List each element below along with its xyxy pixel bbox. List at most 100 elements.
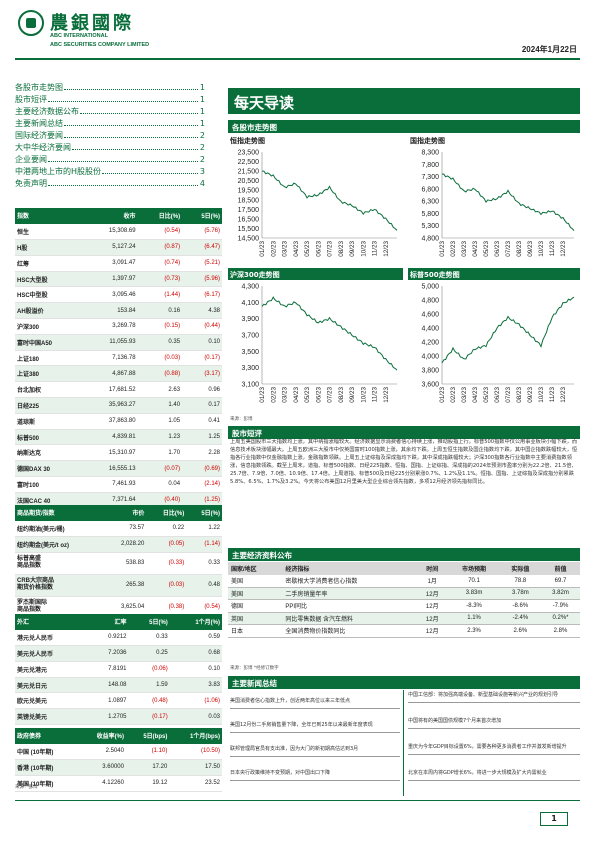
x-tick-label: 02/23	[450, 387, 457, 403]
x-tick-label: 10/23	[538, 387, 545, 403]
row-value: 0.68	[169, 645, 222, 662]
row-value: 4,839.81	[83, 429, 138, 446]
row-value: 3,269.78	[83, 318, 138, 335]
row-label: 富时100	[15, 476, 84, 493]
row-value: 7,461.93	[83, 476, 138, 493]
row-value: (5.21)	[182, 255, 222, 272]
x-tick-label: 09/23	[349, 241, 356, 257]
row-value: (0.17)	[128, 708, 170, 726]
toc-item[interactable]: 主要新闻总结 1	[15, 118, 205, 130]
toc-item[interactable]: 企业要闻 2	[15, 154, 205, 166]
chart-csi300: 沪深300走势图 3,100 3,300 3,500 3,700 3,900 4,100 4…	[228, 268, 403, 413]
toc-item-page: 1	[199, 83, 205, 92]
x-tick-label: 07/23	[505, 387, 512, 403]
news-item: 中国工信部：将加强高端设备、新型基础设施等新兴产业的规划引导	[408, 692, 580, 703]
eco-cell: PPI同比	[282, 599, 417, 613]
row-value: 11,055.93	[83, 334, 138, 351]
row-label: 纽约期油(美元/桶)	[15, 520, 104, 538]
eco-cell: 二手房销量年率	[282, 587, 417, 600]
row-value: 4,867.88	[83, 365, 138, 383]
x-tick-label: 09/23	[527, 387, 534, 403]
row-label: 日经225	[15, 397, 84, 414]
table-row: 沪深300 3,269.78 (0.15) (0.44)	[15, 318, 222, 335]
toc-item[interactable]: 国际经济要闻 2	[15, 130, 205, 142]
commodities-table: 商品期货/指数 市价 日比(%) 5日(%) 纽约期油(美元/桶) 73.57 0.22 1.…	[15, 505, 222, 619]
toc-item-page: 1	[199, 119, 205, 128]
row-label: 欧元兑美元	[15, 692, 88, 710]
x-tick-label: 03/23	[282, 387, 289, 403]
y-tick-label: 5,800	[421, 211, 439, 218]
y-tick-label: 7,300	[421, 174, 439, 181]
eco-cell: -8.6%	[499, 599, 541, 613]
row-value: 0.41	[182, 413, 222, 430]
row-value: 7.8191	[87, 661, 129, 678]
row-value: 4.12260	[77, 775, 126, 792]
row-label: 上证180	[15, 350, 84, 367]
eco-row: 美国 二手房销量年率 12月 3.83m 3.78m 3.82m	[228, 587, 580, 600]
eco-cell: -2.4%	[499, 612, 541, 625]
chart-spx-svg: 3,600 3,800 4,000 4,200 4,400 4,600 4,800 5,000…	[421, 284, 575, 403]
toc-item-title: 主要经济数据公布	[15, 107, 79, 116]
news-item: 联邦管理局官员有支出准，因为大门的新初期高估达到3月	[230, 746, 400, 757]
table-row: H股 5,127.24 (0.87) (6.47)	[15, 239, 222, 256]
eco-source-note: 来源：彭博 *经修订数字	[230, 666, 279, 671]
y-tick-label: 3,500	[241, 349, 259, 356]
row-value: 2.5040	[77, 743, 126, 761]
y-tick-label: 4,200	[421, 340, 439, 347]
series-line	[441, 173, 575, 231]
y-tick-label: 7,800	[421, 162, 439, 169]
table-row: 红筹 3,091.47 (0.74) (5.21)	[15, 255, 222, 272]
row-value: 0.04	[137, 476, 183, 493]
footer-divider	[15, 800, 580, 801]
toc-item[interactable]: 大中华经济要闻 2	[15, 142, 205, 154]
row-value: 2,028.20	[103, 536, 147, 553]
table-row: 纽约期金(美元/t oz) 2,028.20 (0.05) (1.14)	[15, 536, 222, 553]
table-row: 罗杰斯国际 商品指数 3,625.04 (0.38) (0.54)	[15, 596, 222, 619]
table-row: 上证380 4,867.88 (0.88) (3.17)	[15, 365, 222, 383]
toc-item[interactable]: 免责声明 4	[15, 178, 205, 190]
toc-item-title: 各股市走势图	[15, 83, 63, 92]
row-value: 3,091.47	[83, 255, 138, 272]
toc-item[interactable]: 各股市走势图 1	[15, 82, 205, 94]
y-tick-label: 3,100	[241, 382, 259, 389]
row-value: 2.63	[137, 381, 183, 399]
toc-item[interactable]: 股市短评 1	[15, 94, 205, 106]
row-value: (0.44)	[182, 318, 222, 335]
row-value: 538.83	[103, 552, 147, 575]
table-header-cell: 日比(%)	[146, 505, 187, 521]
toc-item-title: 中港两地上市的H股股份	[15, 167, 102, 176]
toc-item[interactable]: 主要经济数据公布 1	[15, 106, 205, 118]
row-value: (0.07)	[137, 460, 183, 478]
table-row: HSC大型股 1,397.97 (0.73) (5.96)	[15, 271, 222, 288]
x-tick-label: 01/23	[439, 387, 446, 403]
x-tick-label: 08/23	[516, 387, 523, 403]
x-tick-label: 11/23	[372, 241, 379, 257]
row-value: (1.44)	[137, 286, 183, 304]
row-value: 0.33	[128, 629, 170, 647]
table-row: 中国 (10年期) 2.5040 (1.10) (10.50)	[15, 743, 222, 761]
eco-header-cell: 前值	[541, 562, 580, 575]
row-value: 3.60000	[77, 759, 126, 776]
row-value: 1,397.97	[83, 271, 138, 288]
row-label: 红筹	[15, 255, 84, 272]
series-line	[441, 296, 575, 364]
eco-cell: 英国	[228, 612, 283, 625]
eco-cell: 同比零售数据 含汽车燃料	[282, 612, 417, 625]
row-value: 1.40	[137, 397, 183, 414]
chart-hscei-svg: 4,800 5,300 5,800 6,300 6,800 7,300 7,800 8,300…	[421, 150, 575, 257]
y-tick-label: 17,500	[238, 207, 260, 214]
y-tick-label: 8,300	[421, 150, 439, 157]
report-date: 2024年1月22日	[521, 45, 577, 54]
y-tick-label: 16,500	[238, 216, 260, 223]
x-tick-label: 06/23	[494, 387, 501, 403]
chart-hsi-title: 恒指走势图	[230, 137, 265, 145]
eco-cell: 密歇根大学消费者信心指数	[282, 574, 417, 588]
table-row: 纳斯达克 15,310.97 1.70 2.28	[15, 444, 222, 462]
table-header-cell: 5日(%)	[186, 505, 222, 521]
market-summary-text: 上周五美国股市三大指数均上涨，其中纳指涨幅较大。经济数据显示消费者信心持续上涨，…	[230, 439, 578, 485]
toc-item-title: 股市短评	[15, 95, 47, 104]
eco-cell: 12月	[416, 587, 449, 600]
table-row: CRB大宗商品 期货价格指数 265.38 (0.03) 0.48	[15, 574, 222, 597]
toc-item[interactable]: 中港两地上市的H股股份 3	[15, 166, 205, 178]
y-tick-label: 3,900	[241, 316, 259, 323]
